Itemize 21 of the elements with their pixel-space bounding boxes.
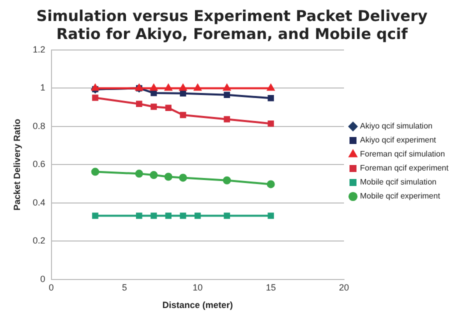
x-tick-label: 20 — [338, 282, 350, 292]
y-tick-label: 1 — [40, 82, 46, 93]
x-tick-label: 10 — [192, 282, 203, 292]
legend-label: Akiyo qcif simulation — [360, 122, 432, 131]
legend-label: Foreman qcif simulation — [360, 150, 445, 159]
y-tick-label: 0.4 — [32, 197, 46, 208]
x-axis-title: Distance (meter) — [162, 300, 233, 310]
chart-title: Simulation versus Experiment Packet Delivery Ratio for Akiyo, Foreman, and Mobile qcif — [36, 6, 428, 43]
x-tick-label: 5 — [122, 282, 127, 292]
y-axis-title: Packet Delivery Ratio — [12, 118, 22, 210]
x-tick-label: 0 — [48, 282, 54, 292]
y-tick-label: 0.6 — [32, 159, 46, 170]
legend-label: Akiyo qcif experiment — [360, 136, 437, 145]
y-tick-label: 0.8 — [32, 120, 46, 131]
legend-label: Mobile qcif experiment — [360, 192, 441, 201]
legend-label: Foreman qcif experiment — [360, 164, 450, 173]
legend-label: Mobile qcif simulation — [360, 178, 436, 187]
y-tick-label: 0.2 — [32, 236, 46, 246]
x-tick-label: 15 — [266, 282, 276, 292]
y-tick-label: 1.2 — [32, 44, 46, 54]
y-tick-label: 0 — [40, 274, 46, 284]
